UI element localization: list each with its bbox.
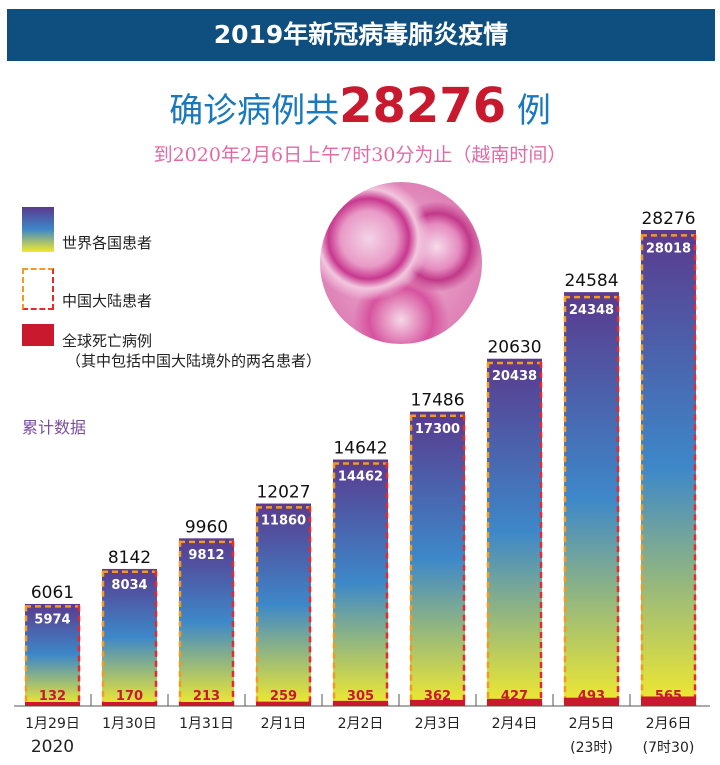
label-world: 9960 — [185, 517, 228, 537]
label-deaths: 213 — [193, 689, 220, 704]
bar-deaths — [256, 701, 311, 706]
cumulative-label: 累计数据 — [22, 418, 87, 437]
tick-label: 2月4日 — [492, 716, 538, 732]
label-china: 24348 — [569, 303, 614, 318]
tick-label: 2月5日 — [569, 716, 615, 732]
virus-image — [320, 182, 482, 344]
label-deaths: 493 — [578, 689, 605, 704]
label-deaths: 362 — [424, 689, 451, 704]
label-deaths: 132 — [39, 689, 66, 704]
label-world: 8142 — [108, 548, 151, 568]
bar-deaths — [410, 699, 465, 706]
bar-world — [487, 358, 542, 706]
tick-note: (23时) — [570, 740, 613, 756]
label-china: 5974 — [34, 612, 70, 627]
label-world: 6061 — [31, 583, 74, 603]
label-deaths: 259 — [270, 689, 297, 704]
legend-china-label: 中国大陆患者 — [62, 292, 153, 310]
legend-world-label: 世界各国患者 — [62, 234, 153, 252]
bar-deaths — [487, 698, 542, 706]
bar-world — [256, 503, 311, 706]
label-china: 14462 — [338, 470, 383, 485]
tick-label: 1月30日 — [102, 716, 157, 732]
headline-prefix: 确诊病例共 — [169, 91, 340, 131]
bar-world — [25, 603, 80, 706]
label-china: 11860 — [261, 513, 306, 528]
legend-deaths-label: 全球死亡病例 — [62, 332, 153, 350]
tick-note: 2020 — [31, 737, 74, 757]
bar-deaths — [641, 696, 696, 706]
legend-deaths-swatch — [22, 324, 54, 346]
bar-world — [179, 538, 234, 706]
label-china: 9812 — [188, 548, 224, 563]
label-deaths: 170 — [116, 689, 143, 704]
headline-number: 28276 — [339, 78, 507, 134]
legend-world-swatch — [22, 207, 54, 252]
label-china: 8034 — [111, 578, 147, 593]
headline-suffix: 例 — [506, 91, 551, 131]
tick-label: 2月2日 — [338, 716, 384, 732]
label-world: 14642 — [333, 439, 387, 459]
title-banner: 2019年新冠病毒肺炎疫情 — [7, 9, 715, 61]
label-deaths: 305 — [347, 689, 374, 704]
subtitle: 到2020年2月6日上午7时30分为止（越南时间） — [153, 144, 567, 166]
bar-world — [333, 459, 388, 706]
label-world: 28276 — [641, 209, 695, 229]
legend-china-swatch — [22, 268, 54, 310]
tick-label: 2月1日 — [261, 716, 307, 732]
bar-world — [410, 411, 465, 706]
tick-note: (7时30) — [643, 740, 695, 756]
label-china: 28018 — [646, 241, 691, 256]
bar-world — [102, 568, 157, 706]
label-world: 20630 — [487, 338, 541, 358]
tick-label: 1月29日 — [25, 716, 80, 732]
label-world: 12027 — [256, 483, 310, 503]
legend-deaths-note: （其中包括中国大陆境外的两名患者） — [66, 352, 322, 370]
bar-deaths — [25, 702, 80, 706]
label-deaths: 427 — [501, 689, 528, 704]
label-deaths: 565 — [655, 689, 682, 704]
label-world: 17486 — [410, 391, 464, 411]
tick-label: 1月31日 — [179, 716, 234, 732]
bar-world — [564, 292, 619, 706]
bar-deaths — [102, 702, 157, 706]
tick-label: 2月3日 — [415, 716, 461, 732]
bar-deaths — [333, 700, 388, 706]
label-china: 17300 — [415, 422, 460, 437]
bar-world — [641, 230, 696, 706]
tick-label: 2月6日 — [646, 716, 692, 732]
bar-deaths — [179, 702, 234, 706]
label-world: 24584 — [564, 271, 618, 291]
headline: 确诊病例共28276 例 — [0, 78, 720, 134]
label-china: 20438 — [492, 369, 537, 384]
bar-deaths — [564, 697, 619, 706]
